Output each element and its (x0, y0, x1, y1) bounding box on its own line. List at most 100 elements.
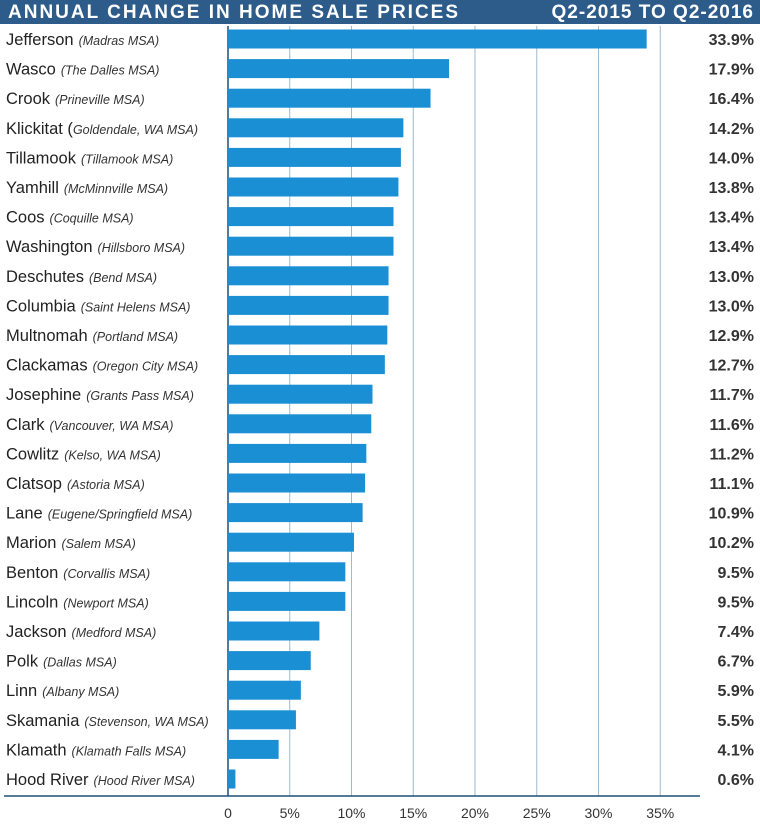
bar (228, 59, 450, 79)
category-label: Jackson (Medford MSA) (6, 623, 156, 641)
category-label: Linn (Albany MSA) (6, 682, 119, 700)
value-label: 12.9% (709, 328, 754, 345)
bar (228, 118, 404, 138)
category-name: Tillamook (6, 149, 77, 167)
x-tick-label: 5% (280, 805, 300, 821)
category-label: Klickitat (Goldendale, WA MSA) (6, 120, 198, 138)
value-label: 13.8% (709, 180, 754, 197)
bar (228, 384, 373, 404)
value-label: 9.5% (718, 565, 754, 582)
bar (228, 473, 366, 493)
category-label: Josephine (Grants Pass MSA) (6, 386, 194, 404)
category-label: Wasco (The Dalles MSA) (6, 61, 159, 79)
category-label: Hood River (Hood River MSA) (6, 771, 195, 789)
category-label: Polk (Dallas MSA) (6, 653, 117, 671)
category-msa: (Portland MSA) (93, 330, 178, 344)
category-name: Skamania (6, 712, 80, 730)
category-label: Crook (Prineville MSA) (6, 90, 145, 108)
value-label: 14.2% (709, 121, 754, 138)
category-msa: (Stevenson, WA MSA) (84, 715, 208, 729)
category-msa: (Eugene/Springfield MSA) (48, 508, 193, 522)
category-name: Clark (6, 416, 45, 434)
value-label: 12.7% (709, 358, 754, 375)
category-msa: (Corvallis MSA) (63, 567, 150, 581)
category-label: Deschutes (Bend MSA) (6, 268, 157, 286)
category-name: Klamath (6, 741, 67, 759)
category-msa: (Saint Helens MSA) (81, 300, 191, 314)
category-msa: (Kelso, WA MSA) (64, 448, 161, 462)
category-msa: (Oregon City MSA) (93, 360, 199, 374)
bar (228, 621, 320, 641)
x-tick-label: 10% (337, 805, 365, 821)
category-name: Clatsop (6, 475, 62, 493)
category-name: Polk (6, 653, 39, 671)
value-label: 4.1% (718, 742, 754, 759)
category-msa: (Vancouver, WA MSA) (50, 419, 174, 433)
bar (228, 236, 394, 256)
category-name: Cowlitz (6, 445, 59, 463)
value-label: 10.2% (709, 535, 754, 552)
category-name: Benton (6, 564, 58, 582)
category-msa: (Bend MSA) (89, 271, 157, 285)
category-label: Clark (Vancouver, WA MSA) (6, 416, 173, 434)
category-label: Washington (Hillsboro MSA) (6, 238, 185, 256)
bar (228, 591, 346, 611)
value-label: 13.0% (709, 298, 754, 315)
bar (228, 532, 354, 552)
bar (228, 177, 399, 197)
value-label: 16.4% (709, 91, 754, 108)
bar (228, 739, 279, 759)
category-name: Lane (6, 505, 43, 523)
category-name: Klickitat ( (6, 120, 73, 138)
category-name: Clackamas (6, 357, 88, 375)
value-label: 11.1% (710, 476, 754, 493)
category-msa: Goldendale, WA MSA) (73, 123, 198, 137)
bar (228, 651, 311, 671)
category-label: Multnomah (Portland MSA) (6, 327, 178, 345)
value-label: 17.9% (709, 62, 754, 79)
bar (228, 769, 236, 789)
bar (228, 503, 363, 523)
category-name: Crook (6, 90, 51, 108)
category-msa: (Medford MSA) (72, 626, 157, 640)
category-name: Columbia (6, 297, 77, 315)
x-tick-label: 0 (224, 805, 232, 821)
category-name: Jefferson (6, 31, 74, 49)
category-label: Skamania (Stevenson, WA MSA) (6, 712, 209, 730)
bar (228, 325, 388, 345)
bar (228, 207, 394, 227)
category-msa: (Dallas MSA) (43, 656, 117, 670)
category-msa: (Albany MSA) (42, 685, 119, 699)
category-name: Washington (6, 238, 93, 256)
x-tick-label: 15% (399, 805, 427, 821)
category-name: Multnomah (6, 327, 88, 345)
bar (228, 414, 372, 434)
category-msa: (Grants Pass MSA) (86, 389, 194, 403)
value-label: 11.6% (710, 417, 754, 434)
bar (228, 295, 389, 315)
category-name: Hood River (6, 771, 89, 789)
value-label: 11.7% (710, 387, 754, 404)
x-tick-label: 25% (523, 805, 551, 821)
category-msa: (Astoria MSA) (67, 478, 145, 492)
category-msa: (Madras MSA) (79, 34, 160, 48)
chart-header: ANNUAL CHANGE IN HOME SALE PRICES Q2-201… (0, 0, 760, 24)
value-label: 10.9% (709, 506, 754, 523)
bar (228, 443, 367, 463)
category-msa: (Coquille MSA) (50, 212, 134, 226)
bar (228, 266, 389, 286)
category-label: Cowlitz (Kelso, WA MSA) (6, 445, 161, 463)
category-label: Coos (Coquille MSA) (6, 209, 134, 227)
x-tick-label: 35% (646, 805, 674, 821)
x-tick-label: 20% (461, 805, 489, 821)
category-msa: (McMinnville MSA) (64, 182, 168, 196)
category-label: Columbia (Saint Helens MSA) (6, 297, 190, 315)
category-name: Yamhill (6, 179, 59, 197)
value-label: 5.9% (718, 683, 754, 700)
category-name: Lincoln (6, 593, 58, 611)
category-msa: (Prineville MSA) (55, 93, 145, 107)
category-msa: (Salem MSA) (61, 537, 135, 551)
category-name: Linn (6, 682, 37, 700)
category-msa: (Klamath Falls MSA) (72, 744, 187, 758)
value-label: 7.4% (718, 624, 754, 641)
